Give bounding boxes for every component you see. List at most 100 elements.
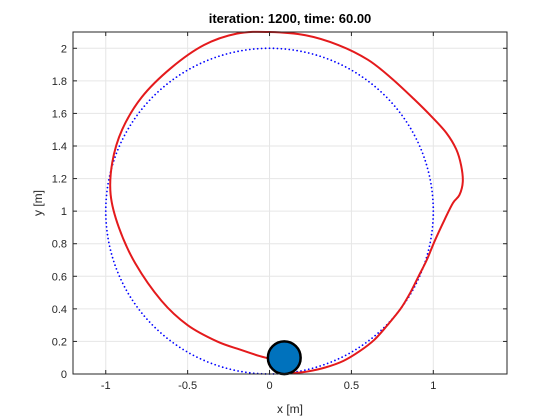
reference-point <box>127 127 130 130</box>
reference-point <box>431 225 434 228</box>
reference-point <box>105 194 108 197</box>
y-tick-label: 1.2 <box>52 174 67 186</box>
reference-point <box>157 329 159 332</box>
reference-point <box>303 51 306 54</box>
reference-point <box>163 85 165 88</box>
reference-point <box>105 222 108 224</box>
reference-point <box>315 366 318 369</box>
reference-point <box>111 256 114 259</box>
reference-point <box>175 76 178 79</box>
reference-point <box>166 83 168 86</box>
reference-point <box>383 93 385 96</box>
reference-point <box>311 53 314 55</box>
reference-point <box>129 296 132 298</box>
reference-point <box>319 55 322 58</box>
reference-point <box>284 48 287 50</box>
reference-point <box>138 309 141 311</box>
reference-point <box>374 334 377 337</box>
reference-point <box>163 334 165 337</box>
y-tick-label: 1.8 <box>52 76 67 88</box>
reference-point <box>364 78 367 81</box>
reference-point <box>146 102 148 105</box>
reference-point <box>120 141 122 144</box>
reference-point <box>334 60 336 63</box>
reference-point <box>166 337 168 340</box>
reference-point <box>430 237 432 240</box>
reference-point <box>112 260 115 263</box>
reference-point <box>319 365 322 367</box>
y-tick-label: 0.6 <box>52 271 67 283</box>
reference-point <box>221 366 224 369</box>
reference-point <box>307 52 310 54</box>
reference-point <box>203 359 206 362</box>
x-tick-label: 0 <box>266 380 272 392</box>
reference-point <box>118 145 121 148</box>
reference-point <box>116 271 119 274</box>
trajectory-line <box>109 30 464 375</box>
reference-point <box>136 114 138 117</box>
reference-point <box>264 47 267 50</box>
reference-point <box>169 339 171 342</box>
reference-point <box>344 354 347 357</box>
reference-point <box>431 198 434 201</box>
reference-point <box>140 108 143 111</box>
reference-point <box>322 56 325 59</box>
reference-point <box>182 348 185 351</box>
reference-point <box>430 182 432 185</box>
reference-point <box>178 74 181 76</box>
reference-point <box>396 108 399 111</box>
reference-point <box>380 90 382 93</box>
reference-point <box>413 134 416 137</box>
reference-point <box>368 80 370 83</box>
reference-point <box>337 62 340 65</box>
reference-point <box>154 93 157 96</box>
reference-point <box>348 352 351 355</box>
reference-point <box>341 64 344 67</box>
y-tick-label: 0.2 <box>52 336 67 348</box>
reference-point <box>210 362 213 365</box>
reference-point <box>109 249 112 252</box>
reference-point <box>326 57 329 60</box>
reference-point <box>154 326 157 329</box>
reference-point <box>358 346 361 349</box>
x-tick-label: 0.5 <box>344 380 359 392</box>
reference-point <box>341 356 344 359</box>
reference-point <box>108 245 111 248</box>
reference-point <box>355 71 357 74</box>
reference-point <box>136 305 138 308</box>
reference-point <box>248 48 251 51</box>
reference-point <box>143 105 146 108</box>
reference-point <box>276 47 279 50</box>
reference-point <box>241 370 243 373</box>
reference-point <box>106 186 109 189</box>
reference-point <box>420 148 423 151</box>
reference-point <box>104 214 107 216</box>
reference-point <box>151 96 154 99</box>
reference-point <box>106 229 108 232</box>
reference-point <box>431 190 434 193</box>
reference-point <box>244 371 247 374</box>
y-tick-label: 1.4 <box>52 141 67 153</box>
reference-point <box>123 134 126 137</box>
reference-point <box>203 60 206 63</box>
reference-point <box>431 229 434 232</box>
reference-point <box>175 344 178 347</box>
reference-point <box>428 245 431 248</box>
reference-point <box>292 49 295 51</box>
reference-point <box>256 47 259 50</box>
reference-point <box>229 52 232 54</box>
y-tick-label: 1 <box>61 206 67 218</box>
reference-point <box>374 85 377 88</box>
reference-point <box>199 62 202 65</box>
reference-point <box>303 369 306 372</box>
reference-point <box>417 141 419 144</box>
reference-point <box>371 83 373 86</box>
reference-point <box>199 357 202 360</box>
reference-point <box>423 156 425 158</box>
reference-point <box>391 102 394 105</box>
reference-point <box>337 357 340 360</box>
y-tick-label: 0 <box>61 369 67 381</box>
reference-point <box>120 278 122 281</box>
reference-point <box>146 318 148 321</box>
reference-point <box>214 363 217 366</box>
